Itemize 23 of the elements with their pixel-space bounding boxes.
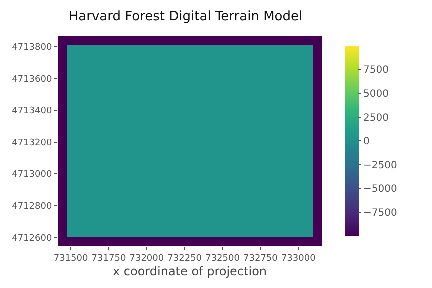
- y-tick-label: 4713400: [12, 106, 52, 117]
- y-tick-label: 4712800: [12, 202, 52, 212]
- color-bar-label: 7500: [364, 65, 389, 76]
- x-tick-label: 732250: [168, 254, 202, 264]
- y-tick-label: 4713600: [12, 74, 52, 85]
- chart-title: Harvard Forest Digital Terrain Model: [68, 10, 303, 25]
- color-bar-label: −5000: [364, 184, 398, 195]
- y-tick-label: 4712600: [12, 234, 52, 244]
- y-tick-label: 4713200: [12, 138, 52, 148]
- color-bar-label: −2500: [364, 160, 398, 172]
- y-tick-label: 4713800: [12, 42, 52, 53]
- x-tick-label: 732000: [130, 254, 164, 264]
- x-axis-title: x coordinate of projection: [112, 264, 268, 279]
- x-tick-label: 732750: [244, 254, 278, 264]
- color-bar-label: 2500: [364, 112, 389, 124]
- color-bar-label: −7500: [364, 208, 398, 219]
- x-tick-label: 732500: [206, 254, 240, 264]
- color-bar-label: 0: [364, 136, 370, 148]
- y-tick-label: 4713000: [12, 170, 52, 180]
- x-tick-label: 731500: [54, 254, 88, 264]
- x-tick-label: 731750: [92, 254, 126, 264]
- color-bar-label: 5000: [364, 89, 389, 100]
- x-tick-label: 733000: [281, 254, 316, 264]
